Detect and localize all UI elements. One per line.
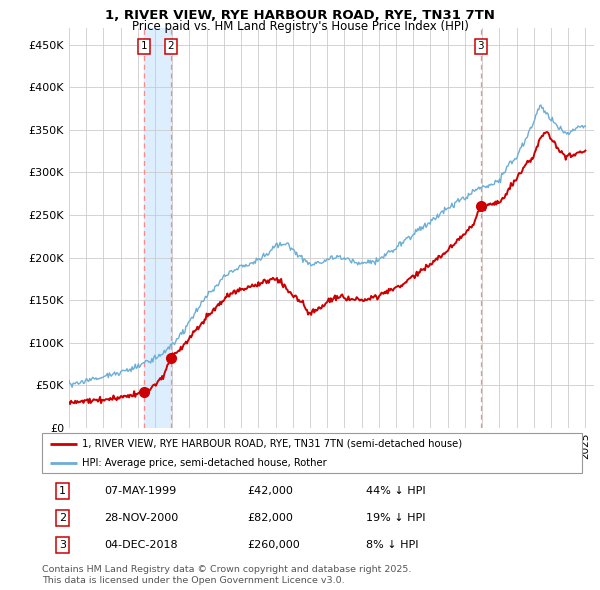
Text: 1, RIVER VIEW, RYE HARBOUR ROAD, RYE, TN31 7TN (semi-detached house): 1, RIVER VIEW, RYE HARBOUR ROAD, RYE, TN… <box>83 439 463 449</box>
Text: Contains HM Land Registry data © Crown copyright and database right 2025.
This d: Contains HM Land Registry data © Crown c… <box>42 565 412 585</box>
Text: 1: 1 <box>140 41 147 51</box>
Text: £260,000: £260,000 <box>247 540 300 550</box>
Text: £82,000: £82,000 <box>247 513 293 523</box>
Text: £42,000: £42,000 <box>247 486 293 496</box>
Text: 44% ↓ HPI: 44% ↓ HPI <box>366 486 425 496</box>
Text: 1: 1 <box>59 486 66 496</box>
Text: 28-NOV-2000: 28-NOV-2000 <box>104 513 178 523</box>
Text: 07-MAY-1999: 07-MAY-1999 <box>104 486 176 496</box>
Text: 04-DEC-2018: 04-DEC-2018 <box>104 540 178 550</box>
Text: Price paid vs. HM Land Registry's House Price Index (HPI): Price paid vs. HM Land Registry's House … <box>131 20 469 33</box>
FancyBboxPatch shape <box>42 433 582 473</box>
Text: 3: 3 <box>59 540 66 550</box>
Text: 2: 2 <box>59 513 66 523</box>
Text: 3: 3 <box>478 41 484 51</box>
Text: 2: 2 <box>167 41 174 51</box>
Text: HPI: Average price, semi-detached house, Rother: HPI: Average price, semi-detached house,… <box>83 458 327 468</box>
Text: 19% ↓ HPI: 19% ↓ HPI <box>366 513 425 523</box>
Bar <box>144 28 171 428</box>
Text: 8% ↓ HPI: 8% ↓ HPI <box>366 540 419 550</box>
Text: 1, RIVER VIEW, RYE HARBOUR ROAD, RYE, TN31 7TN: 1, RIVER VIEW, RYE HARBOUR ROAD, RYE, TN… <box>105 9 495 22</box>
